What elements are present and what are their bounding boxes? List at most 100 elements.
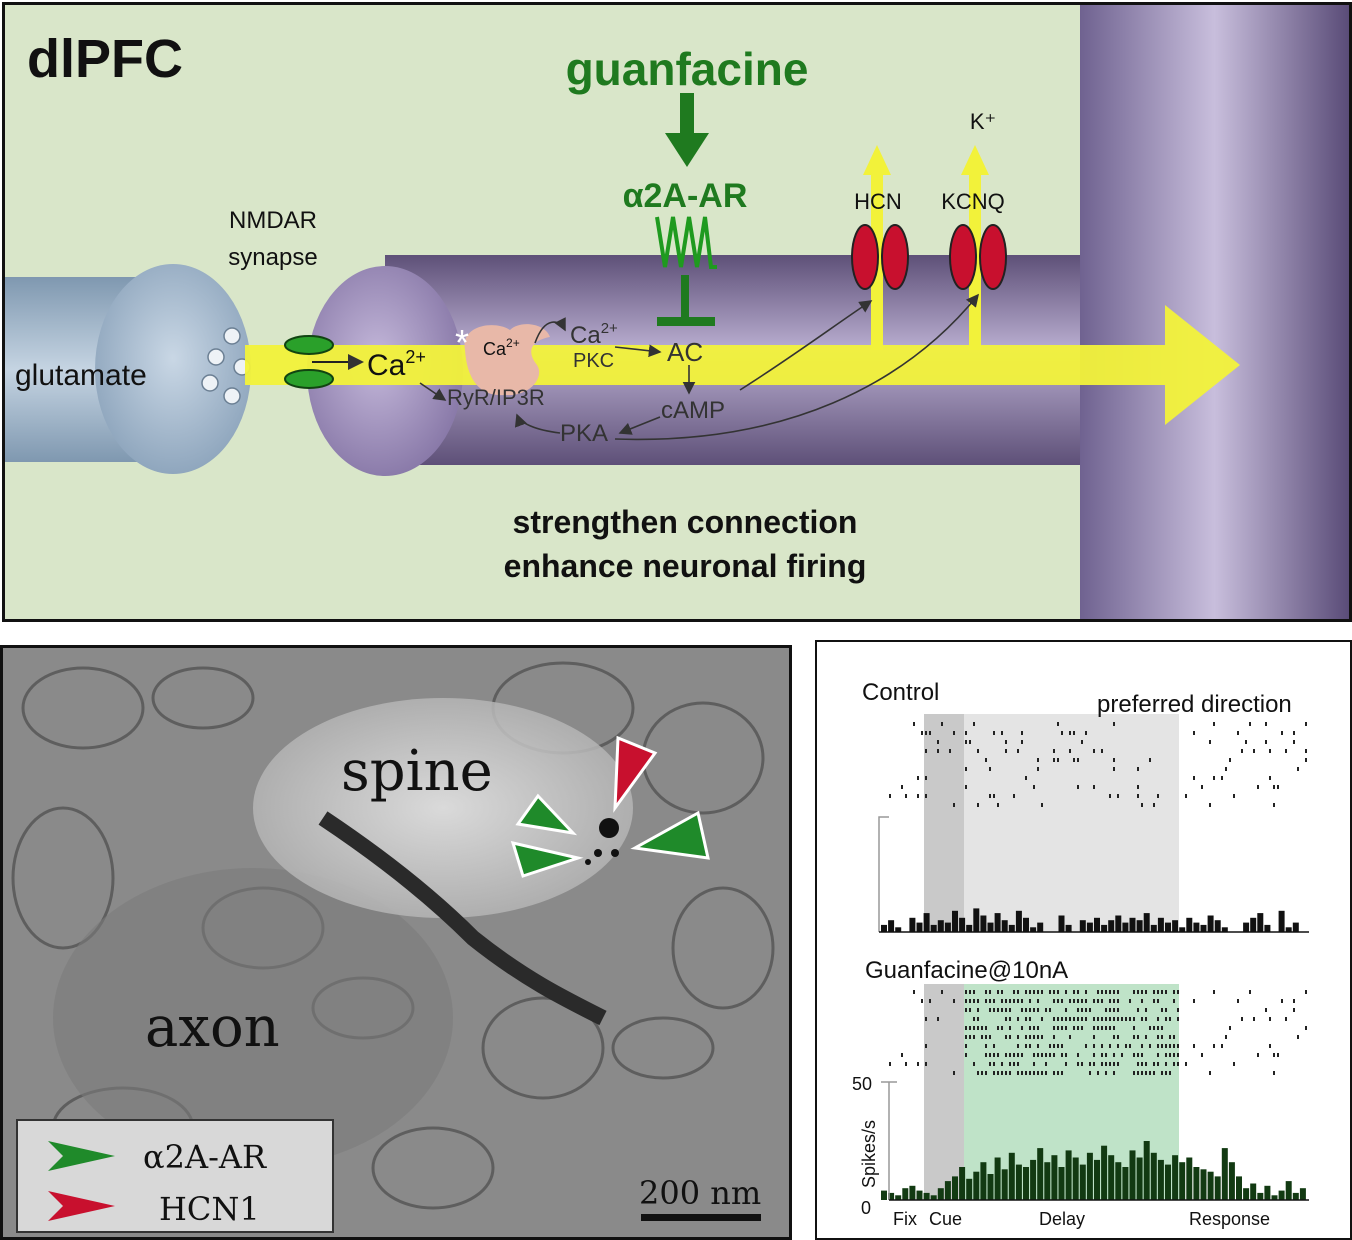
control-raster-spike [985,758,987,762]
guanfacine-raster-spike [1053,1071,1055,1075]
guanfacine-raster-spike [1009,999,1011,1003]
guanfacine-raster-spike [1009,1026,1011,1030]
guanfacine-histogram-bar [987,1174,994,1200]
control-histogram-bar [1143,913,1150,932]
control-histogram-bar [1065,924,1072,932]
scale-bar-label: 200 nm [639,1174,761,1212]
control-raster-spike [1297,767,1299,771]
guanfacine-histogram-bar [1285,1181,1292,1200]
guanfacine-histogram-bar [1037,1148,1044,1200]
guanfacine-raster-spike [1057,1017,1059,1021]
guanfacine-raster-spike [1081,1017,1083,1021]
guanfacine-raster-spike [1005,1008,1007,1012]
control-histogram-bar [1157,917,1164,932]
guanfacine-histogram-bar [1108,1155,1115,1200]
control-histogram-bar [1115,915,1122,932]
guanfacine-raster-spike [1225,1035,1227,1039]
raster-histogram-chart: Control preferred direction Guanfacine@1… [852,679,1309,1229]
guanfacine-histogram-bar [1207,1171,1214,1200]
guanfacine-raster-spike [1037,1071,1039,1075]
control-histogram-bar [1250,917,1257,932]
guanfacine-raster-spike [1293,999,1295,1003]
camp-label: cAMP [661,397,725,424]
guanfacine-raster-spike [1037,1026,1039,1030]
control-raster-spike [1281,731,1283,735]
guanfacine-raster-spike [1173,999,1175,1003]
guanfacine-raster-spike [1117,1044,1119,1048]
spine-label: spine [341,739,493,804]
guanfacine-raster-spike [1037,1053,1039,1057]
control-raster-spike [1233,794,1235,798]
outcome-line2: enhance neuronal firing [504,548,867,584]
control-raster-spike [1001,731,1003,735]
guanfacine-raster-spike [1121,1053,1123,1057]
guanfacine-histogram-bar [930,1195,937,1200]
control-histogram-bar [952,910,958,932]
epoch-delay: Delay [1039,1209,1085,1229]
guanfacine-raster-spike [1137,1053,1139,1057]
guanfacine-raster-spike [1037,1035,1039,1039]
guanfacine-histogram-bar [1030,1159,1037,1200]
control-raster-spike [1069,731,1071,735]
guanfacine-raster-spike [1173,1035,1175,1039]
control-histogram-bar [944,922,951,932]
guanfacine-histogram-bar [1200,1169,1207,1200]
guanfacine-raster-spike [1021,1071,1023,1075]
guanfacine-raster-spike [1041,1017,1043,1021]
glutamate-label: glutamate [15,359,147,392]
control-raster-spike [1221,776,1223,780]
control-raster-spike [1253,749,1255,753]
legend-red-arrowhead-icon [48,1191,115,1221]
guanfacine-raster-spike [1001,1062,1003,1066]
guanfacine-raster-spike [1049,1053,1051,1057]
control-raster-spike [1101,749,1103,753]
guanfacine-raster-spike [913,990,915,994]
guanfacine-raster-spike [1141,1053,1143,1057]
guanfacine-raster-spike [965,1008,967,1012]
control-histogram-bar [1150,924,1157,932]
ytick-50: 50 [852,1074,872,1094]
control-raster-spike [949,749,951,753]
control-raster-spike [993,794,995,798]
guanfacine-raster-spike [985,990,987,994]
control-raster-spike [921,731,923,735]
guanfacine-raster-spike [1173,1053,1175,1057]
guanfacine-raster-spike [1161,1035,1163,1039]
guanfacine-histogram-bar [952,1176,958,1200]
guanfacine-raster-spike [977,999,979,1003]
guanfacine-raster-spike [1045,1053,1047,1057]
guanfacine-histogram-bar [1186,1157,1193,1200]
guanfacine-raster-spike [1037,990,1039,994]
guanfacine-raster-spike [1033,1053,1035,1057]
guanfacine-raster-spike [1009,1035,1011,1039]
guanfacine-raster-spike [965,1035,967,1039]
control-histogram-bar [1264,924,1271,932]
control-histogram-bar [909,917,916,932]
control-histogram-bar [1207,915,1214,932]
control-raster-spike [1077,758,1079,762]
guanfacine-raster-spike [1101,1017,1103,1021]
guanfacine-raster-spike [921,999,923,1003]
guanfacine-raster-spike [1177,1053,1179,1057]
control-histogram-bar [980,915,987,932]
hcn-label: HCN [854,189,902,214]
guanfacine-raster-spike [1077,1008,1079,1012]
guanfacine-histogram-bar [1292,1192,1299,1200]
guanfacine-raster-spike [1109,1026,1111,1030]
guanfacine-histogram-bar [966,1178,973,1200]
guanfacine-histogram-bar [1243,1188,1250,1200]
guanfacine-raster-spike [1041,1071,1043,1075]
guanfacine-raster-spike [1013,999,1015,1003]
control-raster-spike [1269,776,1271,780]
guanfacine-raster-spike [1029,1017,1031,1021]
control-raster-spike [925,794,927,798]
control-raster-spike [1185,794,1187,798]
guanfacine-raster-spike [1093,999,1095,1003]
guanfacine-raster-spike [1177,990,1179,994]
guanfacine-raster-spike [981,1026,983,1030]
control-raster-spike [941,722,943,726]
legend: α2A-AR HCN1 [16,1119,334,1233]
guanfacine-raster-spike [953,1071,955,1075]
control-raster-spike [913,722,915,726]
guanfacine-raster-spike [925,1017,927,1021]
